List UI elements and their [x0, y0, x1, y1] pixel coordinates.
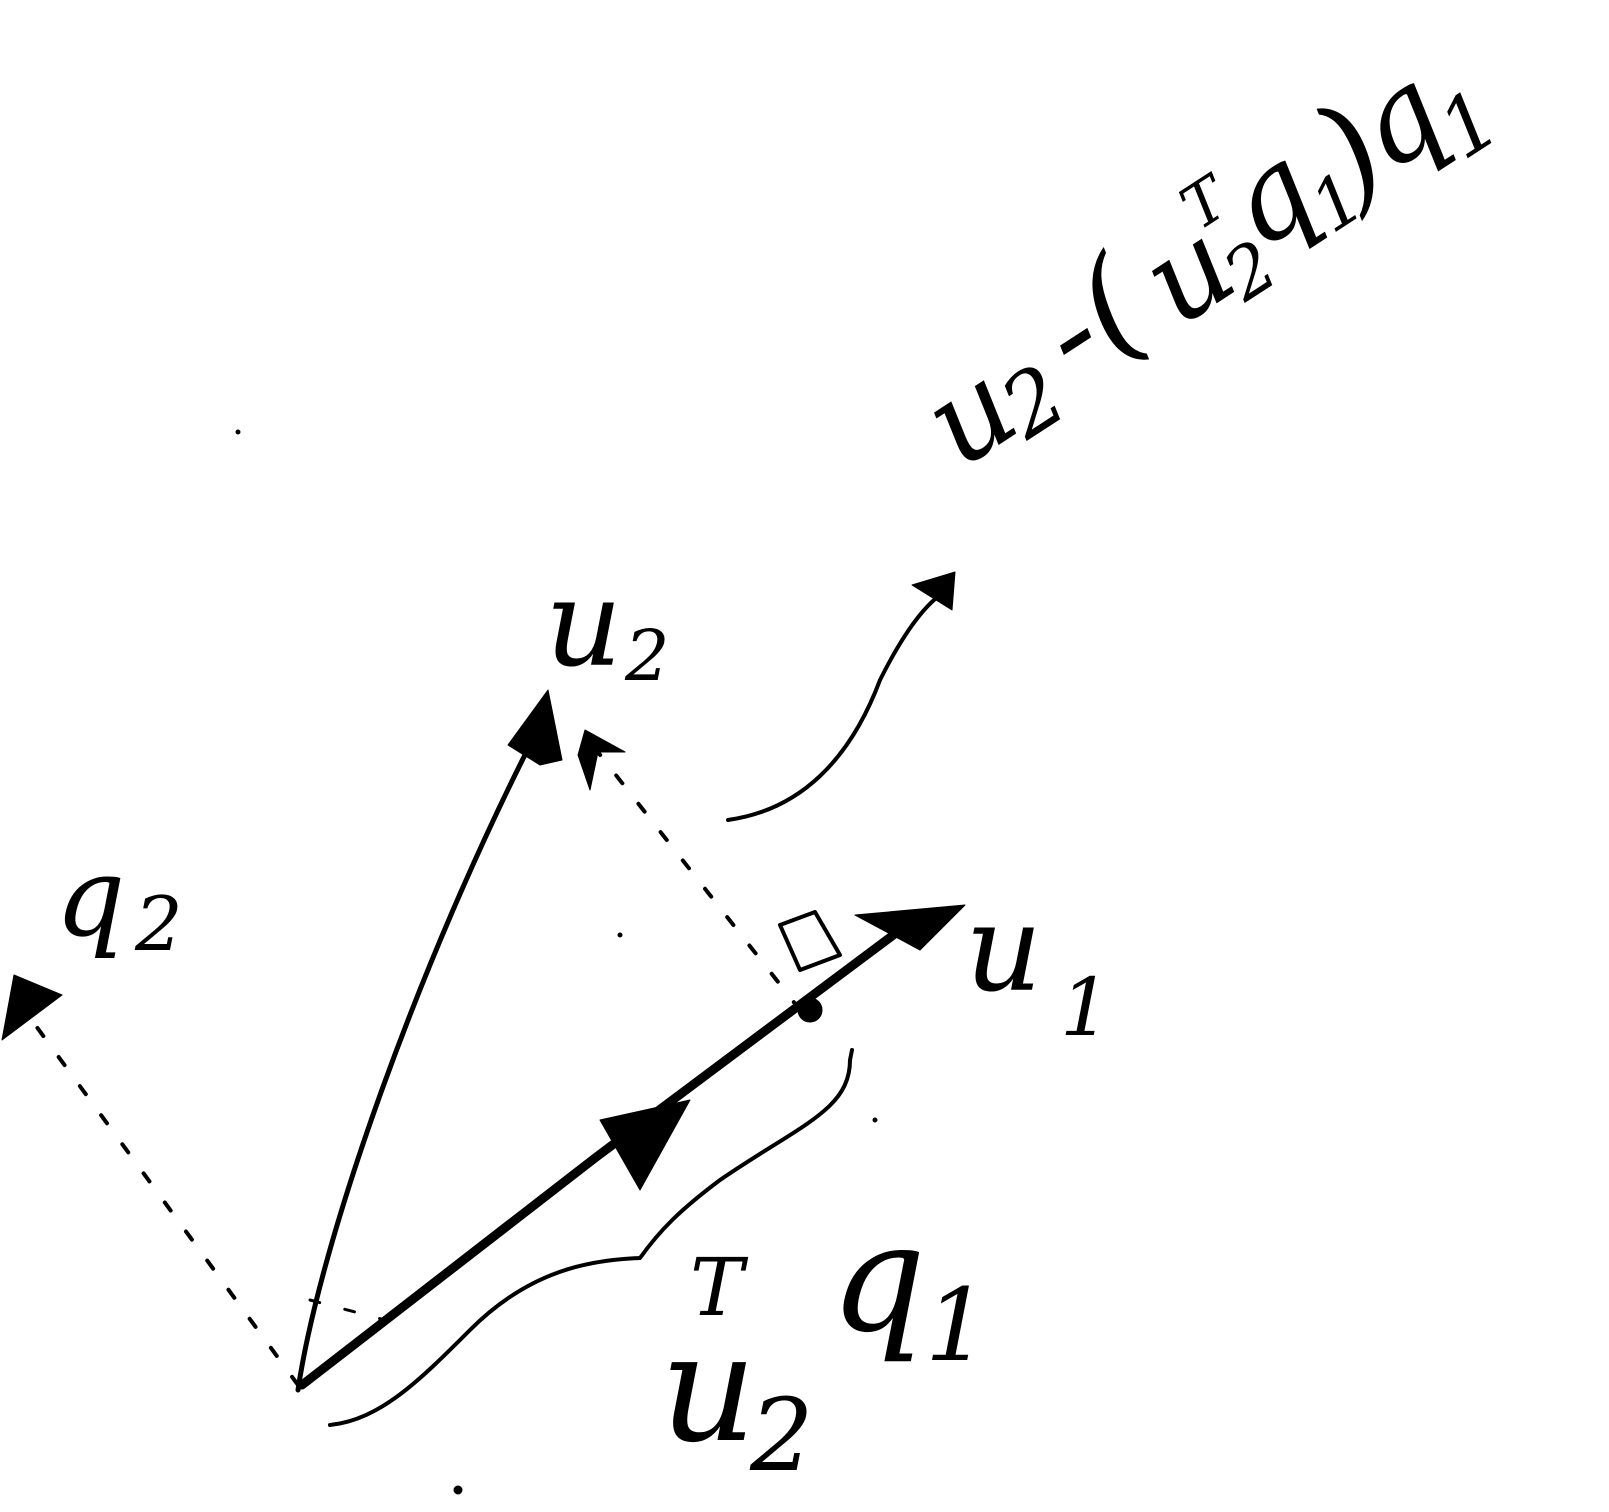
right-angle-marker — [778, 910, 842, 972]
label-u1-sub: 1 — [1060, 961, 1111, 1054]
projection-brace — [328, 1048, 854, 1427]
residual-arrowhead — [577, 729, 626, 791]
residual-pointer-curve — [726, 593, 942, 822]
u1-mid-arrowhead — [599, 1099, 691, 1191]
q2-dotted-line — [26, 1013, 300, 1387]
q2-arrowhead — [1, 974, 63, 1041]
ink-speck — [453, 1485, 463, 1495]
label-q2: q — [55, 833, 125, 961]
residual-pointer-arrowhead — [911, 571, 956, 611]
label-u2-sub: 2 — [624, 615, 670, 697]
projection-label-sup: T — [690, 1241, 749, 1334]
residual-dashed-line — [588, 740, 802, 1012]
projection-label-q-sub: 1 — [925, 1267, 989, 1384]
projection-foot-dot — [797, 997, 823, 1023]
projection-label: u T 2 q 1 — [660, 1192, 989, 1494]
ink-speck — [617, 932, 623, 938]
projection-label-q: q — [830, 1192, 926, 1366]
label-u1: u — [965, 880, 1042, 1019]
origin-perp-line — [308, 1298, 387, 1322]
u2-vector-line — [295, 732, 538, 1393]
residual-label: u 2 -( u T 2 q 1 ) q 1 — [900, 40, 1516, 494]
ink-speck — [872, 1117, 878, 1123]
projection-label-sub: 2 — [749, 1377, 814, 1494]
u1-arrowhead — [854, 904, 966, 951]
label-q2-sub: 2 — [134, 880, 183, 968]
projection-label-u: u — [660, 1302, 757, 1476]
u2-arrowhead — [507, 689, 563, 766]
ink-speck — [235, 429, 241, 435]
label-u2: u — [545, 555, 622, 694]
